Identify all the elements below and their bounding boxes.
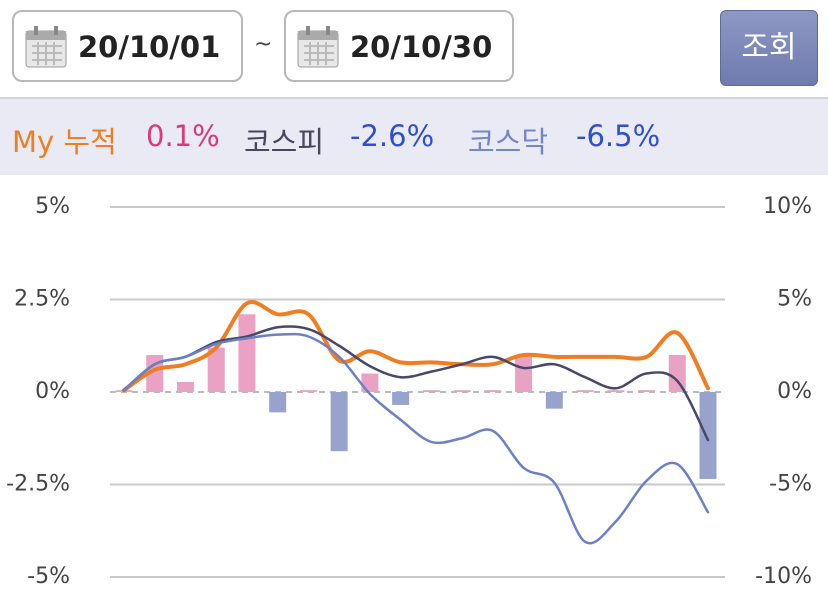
y-tick-label: -2.5%	[6, 472, 70, 497]
summary-bar: My 누적 0.1% 코스피 -2.6% 코스닥 -6.5%	[0, 99, 828, 175]
line	[122, 332, 710, 545]
y2-tick-label: -10%	[755, 564, 812, 589]
date-separator: ~	[254, 32, 273, 57]
start-date: 20/10/01	[78, 30, 221, 64]
bar	[638, 390, 656, 392]
end-date: 20/10/30	[350, 30, 493, 64]
summary-label: 코스피	[244, 125, 325, 159]
summary-value: -6.5%	[576, 119, 661, 153]
bar	[361, 373, 379, 392]
end-date-field[interactable]: 20/10/30	[284, 10, 514, 82]
bar	[515, 355, 533, 392]
summary-value: 0.1%	[146, 119, 220, 153]
summary-label: My 누적	[12, 125, 117, 159]
toolbar: 20/10/01 ~ 20/10/30 조회	[0, 0, 828, 99]
y-tick-label: 0%	[35, 379, 70, 404]
bar	[699, 392, 717, 479]
summary-value: -2.6%	[350, 119, 435, 153]
y-tick-label: -5%	[27, 564, 70, 589]
bar	[576, 390, 594, 392]
bar	[668, 355, 686, 392]
bar	[207, 347, 225, 392]
bar	[607, 390, 625, 392]
bar	[453, 390, 471, 392]
y2-tick-label: 5%	[777, 287, 812, 312]
bar	[392, 392, 410, 405]
y2-tick-label: 10%	[763, 194, 812, 219]
bar	[299, 390, 317, 392]
bar	[269, 392, 287, 413]
start-date-field[interactable]: 20/10/01	[12, 10, 243, 82]
line	[122, 325, 710, 442]
bar	[146, 355, 164, 392]
search-button[interactable]: 조회	[720, 10, 818, 86]
y-tick-label: 2.5%	[14, 287, 70, 312]
bar	[422, 390, 440, 392]
summary-label: 코스닥	[468, 125, 549, 159]
calendar-icon	[25, 26, 67, 68]
y-tick-label: 5%	[35, 194, 70, 219]
y2-tick-label: -5%	[769, 472, 812, 497]
bar	[330, 392, 348, 452]
chart: 5% 2.5% 0% -2.5% -5% 10% 5% 0% -5% -10%	[6, 194, 812, 589]
bar	[545, 392, 563, 409]
y2-tick-label: 0%	[777, 379, 812, 404]
bar	[484, 390, 502, 392]
bar	[176, 382, 194, 392]
bar	[238, 314, 256, 392]
calendar-icon	[297, 26, 339, 68]
